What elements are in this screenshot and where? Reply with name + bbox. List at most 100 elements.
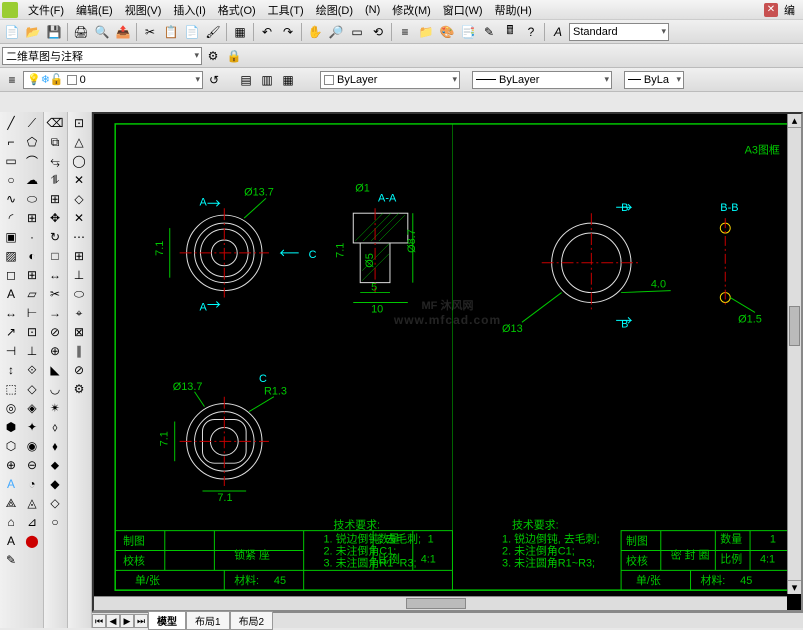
zoom-rt-icon[interactable]: 🔎 [326, 22, 346, 42]
copy2-icon[interactable]: ⧉ [45, 133, 65, 151]
mod-extra3-icon[interactable]: ⬥ [45, 456, 65, 474]
block-icon[interactable]: ▦ [230, 22, 250, 42]
wipeout-icon[interactable]: ▱ [22, 285, 42, 303]
array-icon[interactable]: ⊞ [45, 190, 65, 208]
offset-icon[interactable]: ⥮ [45, 171, 65, 189]
tab-model[interactable]: 模型 [148, 611, 186, 630]
app-int-icon[interactable]: ⊠ [69, 323, 89, 341]
props-icon[interactable]: ≡ [395, 22, 415, 42]
extra1-icon[interactable]: ⬚ [1, 380, 21, 398]
table-icon[interactable]: ⊞ [22, 266, 42, 284]
near-icon[interactable]: ⌖ [69, 304, 89, 322]
tol-icon[interactable]: ⊡ [22, 323, 42, 341]
ellipse-icon[interactable]: ⬭ [22, 190, 42, 208]
menu-n[interactable]: (N) [359, 2, 386, 18]
textstyle-icon[interactable]: A [548, 22, 568, 42]
par-icon[interactable]: ∥ [69, 342, 89, 360]
drawing-canvas[interactable]: A3图框 A A C Ø13.7 [94, 114, 801, 610]
dim-icon[interactable]: ↔ [1, 304, 21, 322]
vscrollbar[interactable]: ▴ ▾ [787, 114, 801, 594]
menu-modify[interactable]: 修改(M) [386, 0, 437, 20]
zoom-win-icon[interactable]: ▭ [347, 22, 367, 42]
dim5-icon[interactable]: ↕ [1, 361, 21, 379]
extra4-icon[interactable]: ◈ [22, 399, 42, 417]
ws-gear-icon[interactable]: ⚙ [203, 46, 223, 66]
rect-icon[interactable]: ▭ [1, 152, 21, 170]
print-icon[interactable]: 🖨 [71, 22, 91, 42]
preview-icon[interactable]: 🔍 [92, 22, 112, 42]
scale-icon[interactable]: □ [45, 247, 65, 265]
lineweight-combo[interactable]: ByLa [624, 71, 684, 89]
color-combo[interactable]: ByLayer [320, 71, 460, 89]
pan-icon[interactable]: ✋ [305, 22, 325, 42]
extra14-icon[interactable]: ◬ [22, 494, 42, 512]
extra12-icon[interactable]: ◔ [22, 475, 42, 493]
calc-icon[interactable]: 🖩 [500, 22, 520, 42]
publish-icon[interactable]: 📤 [113, 22, 133, 42]
int-icon[interactable]: ✕ [69, 209, 89, 227]
extra13-icon[interactable]: ⟁ [1, 494, 21, 512]
extra17-icon[interactable]: A [1, 532, 21, 550]
linetype-combo[interactable]: ByLayer [472, 71, 612, 89]
hatch-icon[interactable]: ▨ [1, 247, 21, 265]
join-icon[interactable]: ⊕ [45, 342, 65, 360]
mod-extra1-icon[interactable]: ⬨ [45, 418, 65, 436]
earc-icon[interactable]: ◜ [1, 209, 21, 227]
extra18-icon[interactable]: ⬤ [22, 532, 42, 550]
circle-icon[interactable]: ○ [1, 171, 21, 189]
xline-icon[interactable]: ⟋ [22, 114, 42, 132]
redo-icon[interactable]: ↷ [278, 22, 298, 42]
stretch-icon[interactable]: ↔ [45, 266, 65, 284]
region-icon[interactable]: ◻ [1, 266, 21, 284]
gradient-icon[interactable]: ◐ [22, 247, 42, 265]
ext-icon[interactable]: ⋯ [69, 228, 89, 246]
dim6-icon[interactable]: ⟐ [22, 361, 42, 379]
extra11-icon[interactable]: A [1, 475, 21, 493]
quad-icon[interactable]: ◇ [69, 190, 89, 208]
mod-extra5-icon[interactable]: ◇ [45, 494, 65, 512]
perp-icon[interactable]: ⊥ [69, 266, 89, 284]
menu-window[interactable]: 窗口(W) [437, 0, 489, 20]
layer-prev-icon[interactable]: ↺ [204, 70, 224, 90]
rotate-icon[interactable]: ↻ [45, 228, 65, 246]
tab-prev-icon[interactable]: ◀ [106, 614, 120, 628]
ssm-icon[interactable]: 📑 [458, 22, 478, 42]
mtext-icon[interactable]: A [1, 285, 21, 303]
extra9-icon[interactable]: ⊕ [1, 456, 21, 474]
dim4-icon[interactable]: ⊥ [22, 342, 42, 360]
help-icon[interactable]: ? [521, 22, 541, 42]
menu-format[interactable]: 格式(O) [212, 0, 262, 20]
extra16-icon[interactable]: ⊿ [22, 513, 42, 531]
extra7-icon[interactable]: ⬡ [1, 437, 21, 455]
cut-icon[interactable]: ✂ [140, 22, 160, 42]
polygon-icon[interactable]: ⬠ [22, 133, 42, 151]
mod-extra2-icon[interactable]: ⬧ [45, 437, 65, 455]
tab-first-icon[interactable]: ⏮ [92, 614, 106, 628]
tp-icon[interactable]: 🎨 [437, 22, 457, 42]
layer-state-icon[interactable]: ▦ [278, 70, 298, 90]
spline-icon[interactable]: ∿ [1, 190, 21, 208]
menu-edit[interactable]: 编辑(E) [70, 0, 119, 20]
dc-icon[interactable]: 📁 [416, 22, 436, 42]
line-icon[interactable]: ╱ [1, 114, 21, 132]
midpoint-icon[interactable]: △ [69, 133, 89, 151]
new-icon[interactable]: 📄 [2, 22, 22, 42]
open-icon[interactable]: 📂 [23, 22, 43, 42]
center-icon[interactable]: ◯ [69, 152, 89, 170]
extra19-icon[interactable]: ✎ [1, 551, 21, 569]
menu-help[interactable]: 帮助(H) [489, 0, 538, 20]
revcloud-icon[interactable]: ☁ [22, 171, 42, 189]
extra5-icon[interactable]: ⬢ [1, 418, 21, 436]
makeblock-icon[interactable]: ▣ [1, 228, 21, 246]
fillet-icon[interactable]: ◡ [45, 380, 65, 398]
save-icon[interactable]: 💾 [44, 22, 64, 42]
menu-view[interactable]: 视图(V) [119, 0, 168, 20]
trim-icon[interactable]: ✂ [45, 285, 65, 303]
arc-icon[interactable]: ⌒ [22, 152, 42, 170]
tab-layout2[interactable]: 布局2 [230, 611, 274, 630]
ins-icon[interactable]: ⊞ [69, 247, 89, 265]
dim3-icon[interactable]: ⊣ [1, 342, 21, 360]
layer-combo[interactable]: 💡❄🔓 0 [23, 71, 203, 89]
erase-icon[interactable]: ⌫ [45, 114, 65, 132]
pline-icon[interactable]: ⌐ [1, 133, 21, 151]
